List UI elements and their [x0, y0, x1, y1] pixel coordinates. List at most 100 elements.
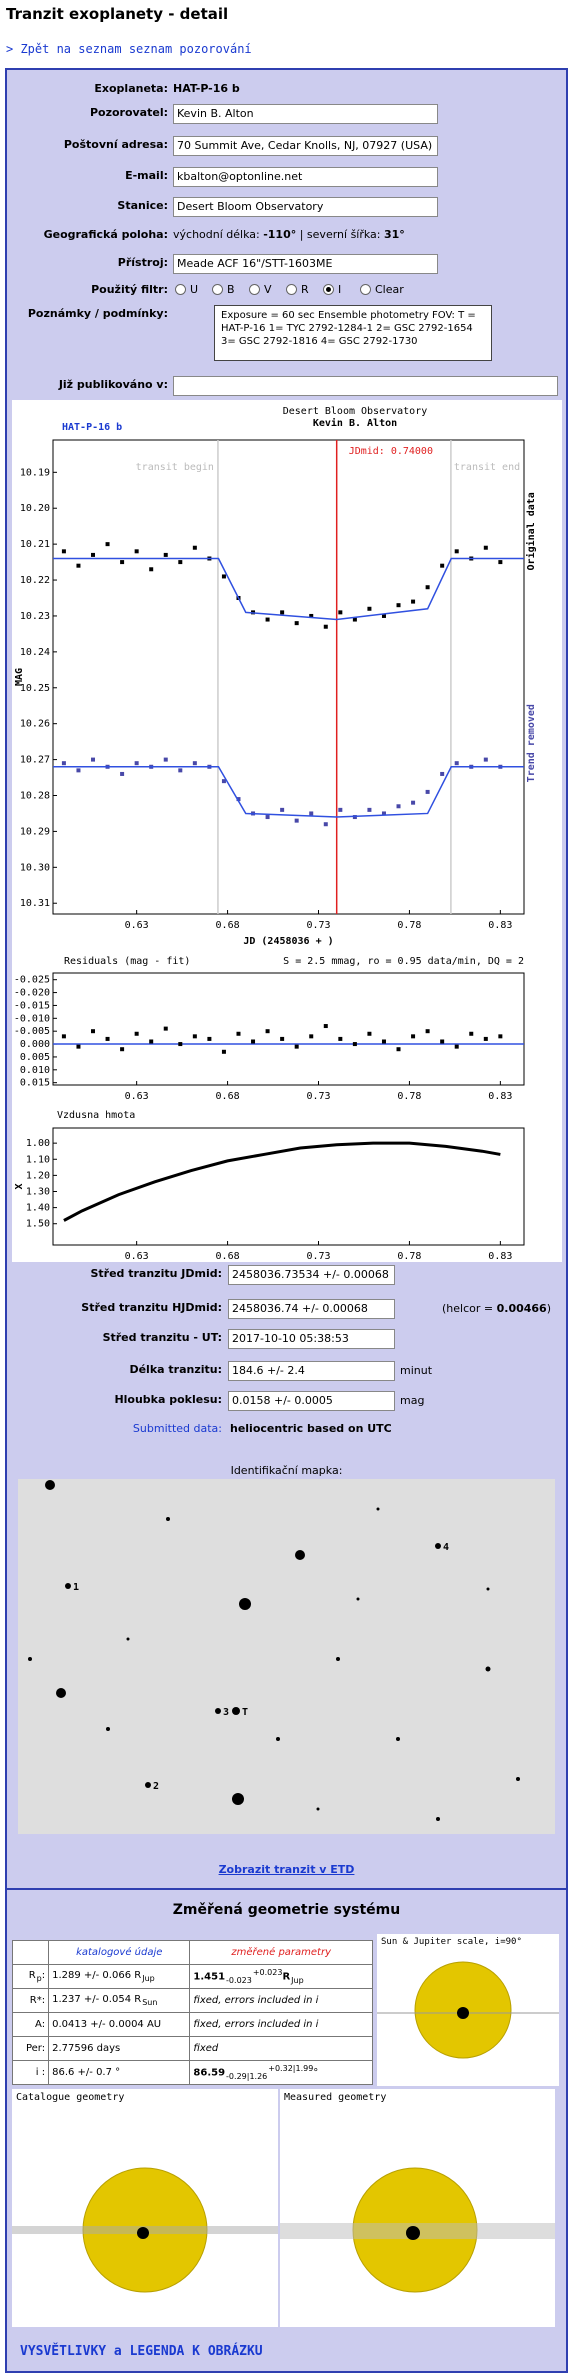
- back-link[interactable]: > Zpět na seznam seznam pozorování: [6, 42, 252, 56]
- field-label: Přístroj:: [117, 256, 168, 269]
- radio[interactable]: [175, 284, 186, 295]
- text-part: R*:: [29, 1995, 46, 2006]
- x-tick-label: 0.78: [397, 1251, 421, 1262]
- radio-dot: [326, 287, 331, 292]
- map-background: [18, 1479, 555, 1834]
- y-tick-label: 10.24: [20, 647, 50, 658]
- text-part: Jup: [142, 1974, 155, 1983]
- star-label: 3: [223, 1707, 229, 1718]
- data-point: [163, 552, 168, 557]
- y-tick-label: 10.30: [20, 862, 50, 873]
- data-point: [454, 761, 459, 766]
- catalogue-panel: Catalogue geometry: [12, 2089, 278, 2327]
- planet: [406, 2226, 420, 2240]
- result-label: Střed tranzitu - UT:: [102, 1331, 222, 1344]
- text-input: Meade ACF 16"/STT-1603ME: [173, 254, 438, 274]
- table-cell: 86.59-0.29|1.26+0.32|1.99°: [189, 2060, 373, 2085]
- legend-link[interactable]: VYSVĚTLIVKY a LEGENDA K OBRÁZKU: [20, 2344, 263, 2359]
- data-point: [411, 800, 416, 805]
- field-label: Již publikováno v:: [58, 378, 168, 391]
- table-cell: 2.77596 days: [48, 2036, 191, 2061]
- data-point: [425, 585, 430, 590]
- scale-drawing: [377, 1961, 559, 2059]
- text-part: 1.451: [193, 1971, 226, 1983]
- data-point: [440, 1039, 445, 1044]
- table-cell: 0.0413 +/- 0.0004 AU: [48, 2012, 191, 2037]
- text-part: (helcor =: [442, 1302, 497, 1315]
- catalogue-drawing: [12, 2167, 278, 2293]
- planet: [137, 2227, 149, 2239]
- data-point: [163, 1026, 168, 1031]
- text-input[interactable]: [173, 376, 558, 396]
- data-point: [236, 1031, 241, 1036]
- catalogue-label: Catalogue geometry: [16, 2092, 125, 2103]
- chart-title: HAT-P-16 b: [62, 422, 122, 433]
- data-point: [265, 1029, 270, 1034]
- result-unit: minut: [400, 1364, 433, 1377]
- result-value: heliocentric based on UTC: [230, 1422, 392, 1435]
- radio-label: Clear: [375, 283, 404, 296]
- etd-link[interactable]: Zobrazit tranzit v ETD: [218, 1863, 355, 1876]
- table-cell: 1.451-0.023+0.023RJup: [189, 1964, 373, 1989]
- y-tick-label: 10.31: [20, 898, 50, 909]
- data-point: [105, 542, 110, 547]
- y-tick-label: -0.015: [14, 1000, 50, 1011]
- x-tick-label: 0.73: [306, 1091, 330, 1102]
- radio[interactable]: [249, 284, 260, 295]
- chart-station: Desert Bloom Observatory: [283, 406, 428, 417]
- result-value: 0.0158 +/- 0.0005: [228, 1391, 395, 1411]
- data-point: [309, 1034, 314, 1039]
- y-tick-label: 10.28: [20, 791, 50, 802]
- data-point: [120, 1047, 125, 1052]
- table-row: Per: 2.77596 days fixed: [11, 2036, 373, 2061]
- radio-label: I: [338, 283, 342, 296]
- star-label: 2: [153, 1781, 159, 1792]
- data-point: [178, 560, 183, 565]
- star-label: 1: [73, 1582, 79, 1593]
- data-point: [425, 1029, 430, 1034]
- data-point: [192, 761, 197, 766]
- radio[interactable]: [286, 284, 297, 295]
- y-tick-label: 10.22: [20, 575, 50, 586]
- y-tick-label: 10.26: [20, 719, 50, 730]
- y-axis-label: X: [14, 1183, 25, 1189]
- data-point: [61, 549, 66, 554]
- x-tick-label: 0.63: [125, 1091, 149, 1102]
- result-label: Délka tranzitu:: [129, 1363, 222, 1376]
- radio[interactable]: [360, 284, 371, 295]
- y-tick-label: 1.40: [26, 1203, 50, 1214]
- radio-label: V: [264, 283, 272, 296]
- marker-label: JDmid: 0.74000: [349, 446, 433, 457]
- chart-title: Residuals (mag - fit): [64, 956, 190, 967]
- table-row: R*: 1.237 +/- 0.054 RSun fixed, errors inc…: [11, 1988, 373, 2013]
- data-point: [294, 1044, 299, 1049]
- text-part: fixed, errors included in i: [193, 1995, 319, 2006]
- data-point: [91, 757, 96, 762]
- geometry-table: katalogové údaje změřené parametry Rp: 1.28…: [11, 1940, 373, 2085]
- measured-label: Measured geometry: [284, 2092, 387, 2103]
- y-tick-label: 10.29: [20, 826, 50, 837]
- chart-observer: Kevin B. Alton: [313, 417, 397, 429]
- scale-label: Sun & Jupiter scale, i=90°: [381, 1937, 522, 1947]
- scale-panel: Sun & Jupiter scale, i=90°: [377, 1934, 559, 2086]
- text-part: Jup: [291, 1975, 304, 1985]
- page-title: Tranzit exoplanety - detail: [6, 5, 229, 23]
- result-label[interactable]: Submitted data:: [132, 1422, 222, 1435]
- geometry-title: Změřená geometrie systému: [172, 1902, 401, 1918]
- data-point: [134, 761, 139, 766]
- notes-box: Exposure = 60 sec Ensemble photometry FO…: [214, 305, 492, 361]
- data-point: [411, 1034, 416, 1039]
- radio[interactable]: [212, 284, 223, 295]
- field-label: E-mail:: [125, 169, 168, 182]
- data-point: [294, 621, 299, 626]
- text-part: +0.023: [252, 1968, 283, 1978]
- data-point: [396, 804, 401, 809]
- data-point: [265, 815, 270, 820]
- x-tick-label: 0.63: [125, 920, 149, 931]
- data-point: [221, 779, 226, 784]
- data-point: [76, 563, 81, 568]
- data-point: [105, 1036, 110, 1041]
- data-point: [411, 599, 416, 604]
- result-value: 184.6 +/- 2.4: [228, 1361, 395, 1381]
- header-row: katalogové údaje změřené parametry: [11, 1940, 373, 1965]
